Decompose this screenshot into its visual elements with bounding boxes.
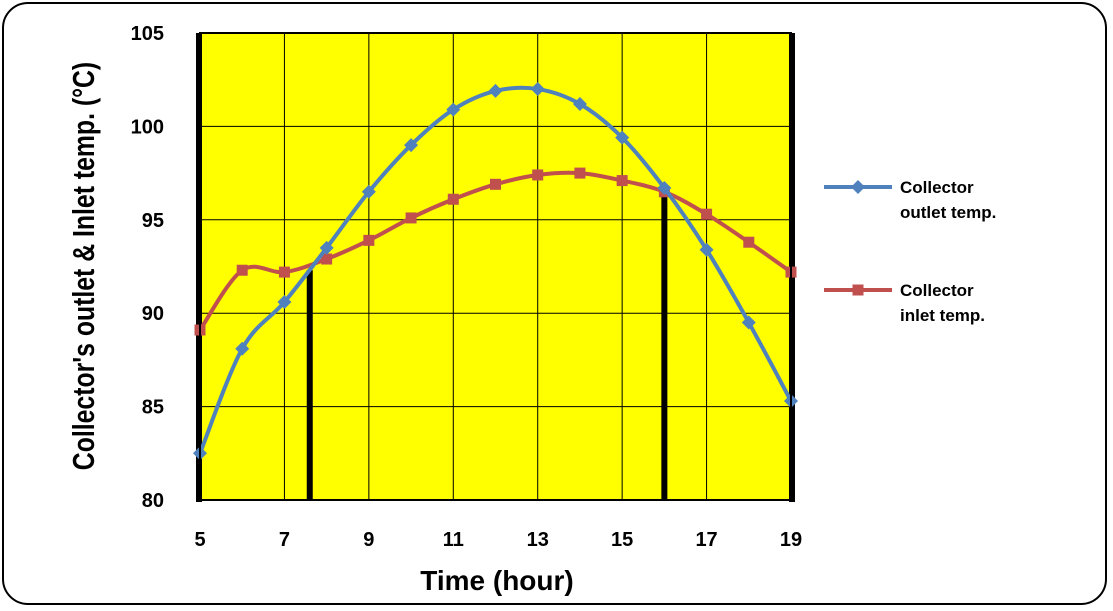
data-point-square <box>701 208 713 220</box>
data-point-square <box>363 234 375 246</box>
y-tick-label: 90 <box>142 303 164 325</box>
data-point-square <box>743 236 755 248</box>
x-tick-label: 15 <box>611 529 633 551</box>
data-point-square <box>532 169 544 181</box>
legend-label-line2: inlet temp. <box>900 306 985 325</box>
legend-label-line1: Collector <box>900 178 974 197</box>
y-tick-label: 95 <box>142 210 164 232</box>
data-point-square <box>616 175 628 187</box>
legend-label-line1: Collector <box>900 281 974 300</box>
data-point-square <box>852 284 864 296</box>
legend-label-line2: outlet temp. <box>900 203 996 222</box>
y-axis-label: Collector's outlet & Inlet temp. (°C) <box>66 62 100 470</box>
x-tick-label: 9 <box>363 529 374 551</box>
data-point-diamond <box>741 315 756 330</box>
vertical-marker-bar <box>661 188 668 500</box>
data-point-square <box>321 253 333 265</box>
x-tick-label: 17 <box>695 529 717 551</box>
data-point-diamond <box>488 83 503 98</box>
x-tick-label: 7 <box>279 529 290 551</box>
x-tick-label: 5 <box>194 529 205 551</box>
data-point-square <box>490 178 501 190</box>
data-point-diamond <box>404 138 419 153</box>
x-tick-label: 19 <box>780 529 802 551</box>
data-point-diamond <box>235 341 250 356</box>
legend: Collector outlet temp. Collector inlet temp… <box>824 178 996 325</box>
data-point-diamond <box>572 96 587 111</box>
data-point-square <box>574 167 586 179</box>
tick-labels: 5 7 9 11 13 15 17 19 80 85 90 95 100 105 <box>131 23 803 551</box>
data-point-diamond <box>319 240 334 255</box>
plot-area <box>200 33 791 500</box>
data-point-diamond <box>446 102 461 117</box>
y-tick-label: 105 <box>131 23 164 45</box>
data-point-square <box>447 193 459 205</box>
data-point-diamond <box>277 294 292 309</box>
vertical-markers <box>306 188 668 500</box>
legend-item: Collector inlet temp. <box>824 281 985 325</box>
x-axis-label: Time (hour) <box>420 565 573 596</box>
y-tick-label: 85 <box>142 397 164 419</box>
data-point-diamond <box>361 184 376 199</box>
vertical-marker-bar <box>306 270 313 500</box>
data-point-square <box>236 264 248 276</box>
legend-item: Collector outlet temp. <box>824 178 996 222</box>
data-point-diamond <box>530 82 545 97</box>
data-point-diamond <box>657 181 672 196</box>
data-point-square <box>405 212 417 224</box>
x-tick-label: 13 <box>527 529 549 551</box>
data-point-diamond <box>851 180 865 194</box>
y-tick-label: 80 <box>142 490 164 512</box>
data-point-diamond <box>615 130 630 145</box>
y-tick-label: 100 <box>131 116 164 138</box>
x-tick-label: 11 <box>443 529 464 551</box>
data-point-diamond <box>699 242 714 257</box>
data-point-square <box>278 266 290 278</box>
plot-border <box>199 32 792 501</box>
